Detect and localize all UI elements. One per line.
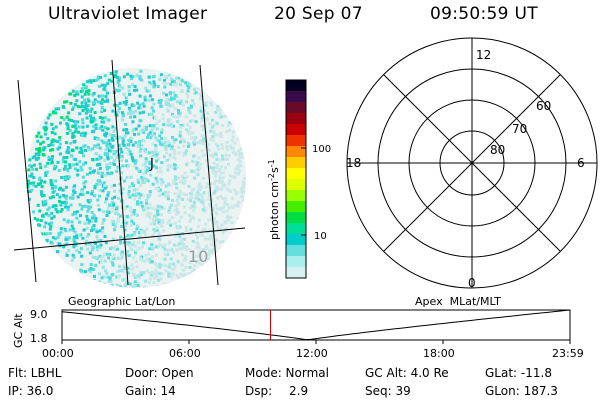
orbit-y-label: GC Alt	[12, 313, 25, 348]
colorbar-gradient	[286, 80, 306, 279]
mlt-label-18: 18	[346, 156, 361, 170]
image-grid-lines	[13, 59, 246, 286]
info-glon: GLon: 187.3	[485, 384, 558, 398]
orbit-x-ticks	[61, 340, 571, 344]
colorbar-tick-label-100: 100	[312, 144, 331, 155]
mlat-label-70: 70	[512, 122, 527, 136]
x-tick-0600: 06:00	[169, 347, 201, 360]
image-pixels	[26, 69, 246, 288]
instrument-title: Ultraviolet Imager	[48, 4, 208, 24]
date-label: 20 Sep 07	[274, 4, 363, 24]
x-tick-2359: 23:59	[552, 347, 584, 360]
info-gain: Gain: 14	[125, 384, 176, 398]
info-glat: GLat: -11.8	[485, 366, 552, 380]
altitude-curve	[61, 309, 571, 341]
info-filter: Flt: LBHL	[8, 366, 62, 380]
apex-label: Apex MLat/MLT	[415, 295, 501, 308]
info-ip: IP: 36.0	[8, 384, 54, 398]
x-tick-0000: 00:00	[42, 347, 74, 360]
geographic-label: Geographic Lat/Lon	[68, 295, 175, 308]
orbit-plot: GC Alt 9.0 1.8 Geographic Lat/Lon Apex M…	[12, 295, 584, 360]
info-gc-alt: GC Alt: 4.0 Re	[365, 366, 449, 380]
colorbar-tick-label-10: 10	[314, 231, 327, 242]
polar-diagonal-2	[383, 74, 561, 252]
mlat-label-80: 80	[490, 143, 505, 157]
time-label: 09:50:59 UT	[430, 4, 538, 24]
colorbar-unit-label: photon cm-2s-1	[267, 159, 281, 240]
mlt-label-0: 0	[468, 276, 476, 290]
info-dsp-label: Dsp:	[245, 384, 273, 398]
mlt-label-6: 6	[577, 156, 585, 170]
mlt-label-12: 12	[476, 48, 491, 62]
orbit-y-tick-high: 9.0	[30, 308, 48, 321]
image-grid-label-j: J	[149, 157, 154, 172]
polar-grid	[346, 37, 598, 289]
image-grid-label-10: 10	[188, 247, 208, 266]
info-door: Door: Open	[125, 366, 194, 380]
info-seq: Seq: 39	[365, 384, 411, 398]
info-dsp-value: 2.9	[289, 384, 309, 398]
orbit-y-tick-low: 1.8	[30, 332, 48, 345]
x-tick-1800: 18:00	[423, 347, 455, 360]
mlat-label-60: 60	[536, 99, 551, 113]
info-mode: Mode: Normal	[245, 366, 329, 380]
colorbar-frame	[285, 79, 307, 279]
orbit-plot-frame	[61, 309, 571, 341]
x-tick-1200: 12:00	[296, 347, 328, 360]
uv-image-panel: J 10	[13, 59, 246, 288]
colorbar: 100 10 photon cm-2s-1	[267, 79, 331, 279]
